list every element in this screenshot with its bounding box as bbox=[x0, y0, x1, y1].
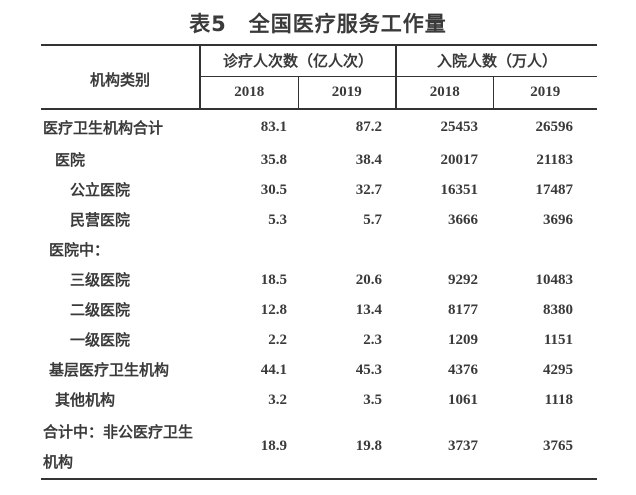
value-cell: 20017 bbox=[440, 151, 479, 168]
row-label: 医疗卫生机构合计 bbox=[43, 118, 164, 137]
value-cell: 1151 bbox=[543, 331, 574, 348]
row-label: 医院 bbox=[55, 151, 86, 169]
table-row: 医院中： bbox=[41, 235, 597, 265]
table-row: 合计中：非公医疗卫生机构 18.9 19.8 3737 3765 bbox=[41, 415, 598, 480]
value-cell: 8380 bbox=[543, 301, 574, 318]
value-cell: 83.1 bbox=[260, 119, 287, 135]
header-year-row: 2018 2019 2018 2019 bbox=[41, 76, 598, 110]
value-cell: 8177 bbox=[448, 301, 479, 318]
value-cell: 4295 bbox=[543, 361, 574, 378]
value-cell: 5.7 bbox=[363, 211, 383, 228]
group-header-admissions: 入院人数（万人） bbox=[395, 44, 598, 77]
value-cell: 1118 bbox=[544, 391, 574, 408]
header-group-row: 机构类别 诊疗人次数（亿人次） 入院人数（万人） bbox=[41, 44, 598, 110]
page-title: 表5 全国医疗服务工作量 bbox=[189, 12, 447, 36]
row-label: 公立医院 bbox=[70, 181, 131, 199]
value-cell: 30.5 bbox=[260, 181, 287, 198]
row-label: 其他机构 bbox=[55, 391, 116, 409]
value-cell: 4376 bbox=[448, 361, 479, 378]
value-cell: 13.4 bbox=[355, 301, 383, 318]
table-row: 医疗卫生机构合计 83.1 87.2 25453 26596 bbox=[41, 109, 597, 145]
value-cell: 12.8 bbox=[260, 301, 287, 318]
value-cell: 1061 bbox=[448, 391, 479, 408]
table-row: 基层医疗卫生机构 44.1 45.3 4376 4295 bbox=[41, 355, 597, 385]
value-cell: 3737 bbox=[396, 415, 494, 480]
value-cell: 21183 bbox=[536, 151, 574, 168]
table-row: 二级医院 12.8 13.4 8177 8380 bbox=[41, 295, 597, 325]
table-row: 其他机构 3.2 3.5 1061 1118 bbox=[41, 385, 597, 415]
year-header-admissions-2019: 2019 bbox=[492, 76, 598, 110]
value-cell: 9292 bbox=[448, 271, 479, 288]
value-cell: 26596 bbox=[535, 119, 574, 135]
value-cell: 2.3 bbox=[363, 331, 383, 348]
value-cell: 38.4 bbox=[355, 151, 383, 168]
value-cell: 45.3 bbox=[355, 361, 383, 378]
value-cell: 3765 bbox=[493, 415, 598, 480]
value-cell: 18.5 bbox=[260, 271, 287, 288]
value-cell: 44.1 bbox=[260, 361, 287, 378]
row-label: 一级医院 bbox=[70, 331, 131, 349]
row-label: 三级医院 bbox=[70, 271, 131, 289]
value-cell: 25453 bbox=[440, 119, 479, 135]
value-cell bbox=[200, 235, 298, 265]
table-header: 机构类别 诊疗人次数（亿人次） 入院人数（万人） 2018 2019 2018 … bbox=[41, 44, 598, 110]
value-cell: 2.2 bbox=[268, 331, 287, 348]
table-body: 医疗卫生机构合计 83.1 87.2 25453 26596 医院 35.8 38.4 2001… bbox=[41, 109, 598, 480]
row-label: 二级医院 bbox=[70, 301, 131, 319]
value-cell: 18.9 bbox=[200, 415, 298, 480]
value-cell bbox=[298, 235, 396, 265]
value-cell: 3666 bbox=[448, 211, 479, 228]
group-header-outpatient-visits: 诊疗人次数（亿人次） bbox=[200, 44, 397, 77]
table-row: 一级医院 2.2 2.3 1209 1151 bbox=[41, 325, 597, 355]
year-header-visits-2019: 2019 bbox=[297, 76, 397, 110]
row-label: 基层医疗卫生机构 bbox=[49, 361, 170, 379]
table-row: 公立医院 30.5 32.7 16351 17487 bbox=[41, 175, 597, 205]
value-cell bbox=[396, 235, 493, 265]
value-cell: 32.7 bbox=[355, 181, 383, 198]
row-header-cell: 机构类别 bbox=[41, 44, 201, 110]
value-cell: 3.5 bbox=[363, 391, 383, 408]
year-header-admissions-2018: 2018 bbox=[395, 76, 494, 110]
value-cell: 3.2 bbox=[268, 391, 287, 408]
value-cell: 19.8 bbox=[298, 415, 397, 480]
value-cell: 3696 bbox=[543, 211, 574, 228]
value-cell: 16351 bbox=[440, 181, 479, 198]
value-cell: 87.2 bbox=[355, 119, 383, 135]
table-row: 三级医院 18.5 20.6 9292 10483 bbox=[41, 265, 597, 295]
table-row: 民营医院 5.3 5.7 3666 3696 bbox=[41, 205, 597, 235]
value-cell: 35.8 bbox=[260, 151, 287, 168]
medical-service-table: 机构类别 诊疗人次数（亿人次） 入院人数（万人） 2018 2019 2018 … bbox=[41, 44, 598, 480]
value-cell bbox=[493, 235, 597, 265]
row-label: 民营医院 bbox=[70, 211, 131, 229]
value-cell: 17487 bbox=[535, 181, 574, 198]
table-row: 医院 35.8 38.4 20017 21183 bbox=[41, 145, 597, 175]
value-cell: 1209 bbox=[448, 331, 479, 348]
row-label: 医院中： bbox=[49, 241, 110, 259]
row-label: 合计中：非公医疗卫生机构 bbox=[41, 415, 200, 480]
year-header-visits-2018: 2018 bbox=[200, 76, 298, 110]
value-cell: 20.6 bbox=[355, 271, 383, 288]
value-cell: 5.3 bbox=[268, 211, 287, 228]
value-cell: 10483 bbox=[535, 271, 574, 288]
